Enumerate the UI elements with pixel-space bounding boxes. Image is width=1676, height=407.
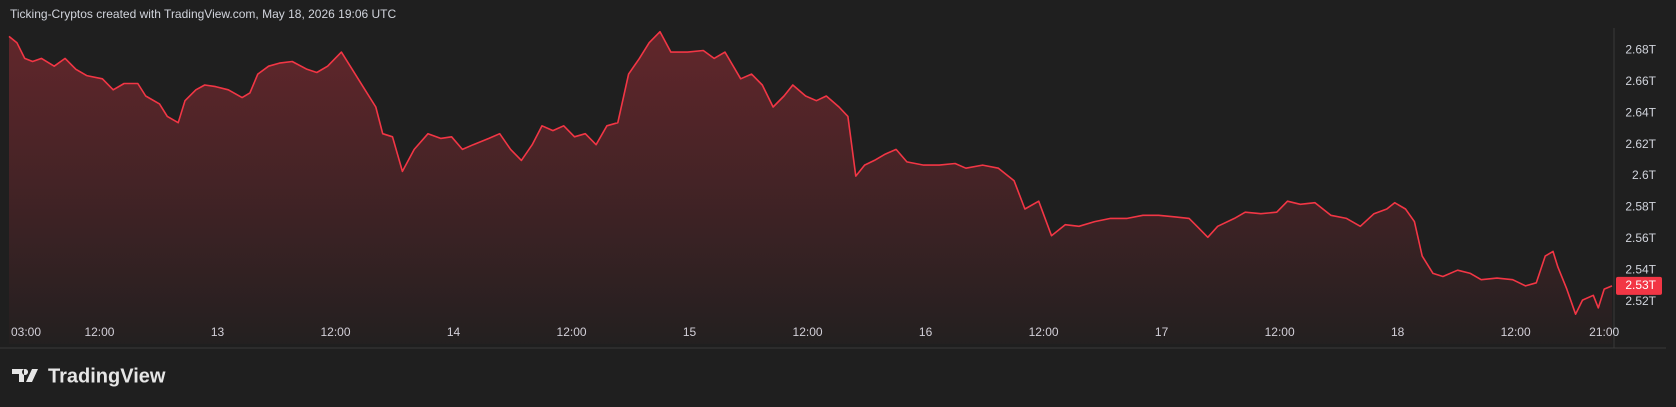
- y-tick-label: 2.64T: [1625, 105, 1656, 119]
- y-tick-label: 2.66T: [1625, 74, 1656, 88]
- header-text: Ticking-Cryptos created with TradingView…: [10, 7, 397, 21]
- y-tick-label: 2.6T: [1632, 168, 1657, 182]
- price-label-text: 2.53T: [1625, 278, 1656, 292]
- price-label-box: [1616, 276, 1662, 295]
- price-line: [8, 30, 1613, 315]
- y-tick-label: 2.58T: [1625, 200, 1656, 214]
- logo: TradingView: [12, 365, 166, 387]
- y-tick-label: 2.62T: [1625, 137, 1656, 151]
- logo-icon: [12, 369, 38, 382]
- logo-text: TradingView: [48, 365, 166, 387]
- y-tick-label: 2.54T: [1625, 262, 1656, 276]
- y-tick-label: 2.68T: [1625, 43, 1656, 57]
- y-tick-label: 2.52T: [1625, 294, 1656, 308]
- y-tick-label: 2.56T: [1625, 231, 1656, 245]
- area-fill: [9, 31, 1613, 344]
